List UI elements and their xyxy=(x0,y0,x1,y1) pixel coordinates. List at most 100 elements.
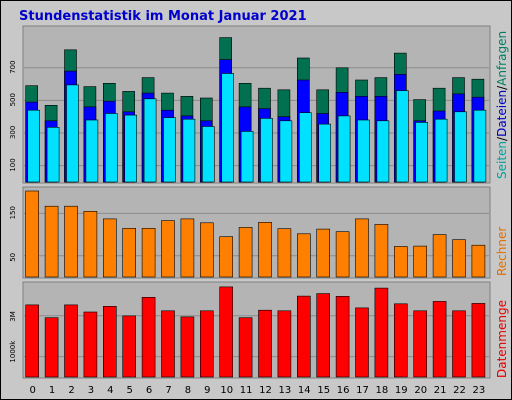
x-tick-label: 10 xyxy=(220,385,233,396)
chart-title: Stundenstatistik im Monat Januar 2021 xyxy=(19,9,307,24)
bar-seiten xyxy=(434,118,448,183)
bar-rechner xyxy=(413,245,428,278)
bar-rechner xyxy=(277,228,292,278)
bar-datenmenge xyxy=(161,310,175,378)
bar-seiten xyxy=(240,131,254,183)
bar-datenmenge xyxy=(180,316,195,378)
x-tick-label: 7 xyxy=(165,385,171,396)
bar-seiten xyxy=(318,123,332,183)
bar-rechner xyxy=(393,246,408,278)
bar-datenmenge xyxy=(64,304,78,378)
x-tick-label: 19 xyxy=(395,385,408,396)
bar-rechner xyxy=(44,205,59,278)
bar-rechner xyxy=(122,228,136,278)
bar-datenmenge xyxy=(103,305,117,378)
x-tick-label: 8 xyxy=(185,385,191,396)
bar-datenmenge xyxy=(452,310,466,378)
bar-rechner xyxy=(141,228,156,278)
y-tick-labels: 100 300 500 700 50 150 1000k 3M xyxy=(9,60,17,362)
bar-rechner xyxy=(258,222,272,278)
grid-lines xyxy=(24,67,489,358)
bar-seiten xyxy=(66,84,79,183)
y-tick-label: 1000k xyxy=(9,340,17,363)
bar-seiten xyxy=(279,120,293,183)
bar-datenmenge xyxy=(122,315,136,378)
x-tick-label: 3 xyxy=(88,385,94,396)
bar-datenmenge xyxy=(355,307,369,378)
x-tick-label: 9 xyxy=(204,385,210,396)
bar-rechner xyxy=(432,234,447,278)
bar-datenmenge xyxy=(335,295,350,378)
legend-rechner: Rechner xyxy=(495,227,509,276)
x-tick-label: 1 xyxy=(49,385,55,396)
bar-rechner xyxy=(335,231,350,278)
x-tick-labels: 0 1 2 3 4 5 6 7 8 9 10 11 12 13 14 15 16 17 18 19 20 21 22 23 xyxy=(30,385,486,396)
bar-datenmenge xyxy=(219,286,233,378)
bar-seiten xyxy=(85,119,99,183)
bar-seiten xyxy=(124,114,137,183)
x-tick-label: 14 xyxy=(298,385,311,396)
y-tick-label: 500 xyxy=(9,93,17,106)
bar-seiten xyxy=(182,118,196,183)
bar-rechner xyxy=(25,190,40,278)
requests-panel xyxy=(22,25,491,184)
y-tick-label: 300 xyxy=(9,126,17,139)
bar-rechner xyxy=(355,218,369,278)
bar-datenmenge xyxy=(413,310,428,378)
y-tick-label: 150 xyxy=(9,206,17,219)
bar-rechner xyxy=(103,218,117,278)
bar-rechner xyxy=(374,224,389,278)
bar-group xyxy=(25,37,487,378)
bar-seiten xyxy=(337,115,351,183)
bar-seiten xyxy=(357,119,370,183)
bar-datenmenge xyxy=(200,310,214,378)
bar-datenmenge xyxy=(432,301,447,378)
bar-rechner xyxy=(161,220,175,278)
bar-datenmenge xyxy=(471,303,486,378)
y-tick-label: 50 xyxy=(9,253,17,262)
x-tick-label: 17 xyxy=(356,385,369,396)
bar-datenmenge xyxy=(258,309,272,378)
volume-panel xyxy=(22,281,491,379)
bar-datenmenge xyxy=(44,317,59,378)
x-tick-label: 20 xyxy=(414,385,427,396)
bar-datenmenge xyxy=(238,317,253,378)
bar-rechner xyxy=(180,218,195,278)
bar-rechner xyxy=(316,228,331,278)
bar-datenmenge xyxy=(141,296,156,378)
bar-datenmenge xyxy=(374,287,389,378)
bar-rechner xyxy=(200,222,214,278)
bar-datenmenge xyxy=(316,293,331,378)
bar-seiten xyxy=(473,109,487,183)
bar-rechner xyxy=(296,233,311,278)
bar-seiten xyxy=(27,109,41,183)
legend-seiten: Seiten xyxy=(495,141,509,179)
legend-separator: / xyxy=(495,85,509,90)
bar-seiten xyxy=(260,118,273,183)
side-label-requests: Seiten/Dateien/Anfragen xyxy=(495,31,509,179)
x-tick-label: 22 xyxy=(453,385,466,396)
x-tick-label: 11 xyxy=(240,385,253,396)
bar-datenmenge xyxy=(393,303,408,378)
legend-datenmenge: Datenmenge xyxy=(495,300,509,378)
y-tick-label: 3M xyxy=(9,311,17,322)
x-tick-label: 12 xyxy=(259,385,272,396)
bar-datenmenge xyxy=(83,311,98,378)
bar-seiten xyxy=(105,113,118,183)
bar-datenmenge xyxy=(277,310,292,378)
bar-rechner xyxy=(64,205,78,278)
bar-rechner xyxy=(471,244,486,278)
x-tick-label: 13 xyxy=(279,385,292,396)
bar-datenmenge xyxy=(25,304,40,378)
bar-seiten xyxy=(415,122,429,183)
y-tick-label: 100 xyxy=(9,158,17,171)
bar-seiten xyxy=(454,111,467,183)
bar-seiten xyxy=(143,98,157,183)
bar-seiten xyxy=(46,127,60,183)
x-tick-label: 6 xyxy=(146,385,152,396)
x-tick-label: 21 xyxy=(434,385,447,396)
bar-seiten xyxy=(202,126,215,183)
legend-dateien: Dateien xyxy=(495,90,509,137)
